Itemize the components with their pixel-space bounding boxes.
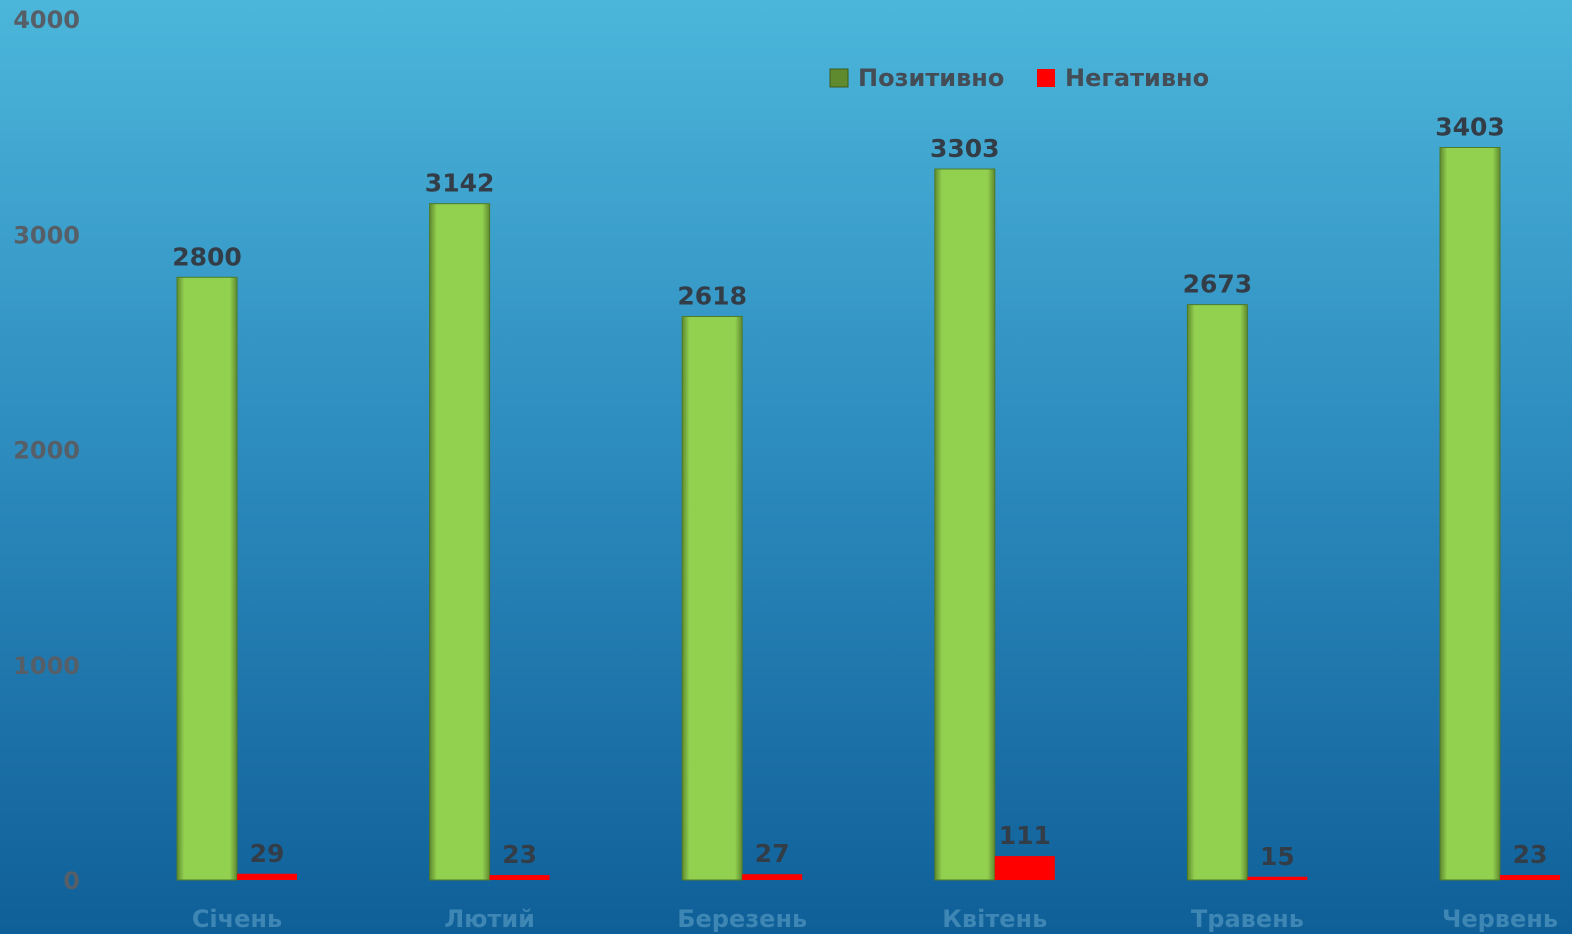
x-tick-label: Травень [1191, 905, 1304, 933]
legend: Позитивно Негативно [829, 64, 1209, 92]
y-tick-label: 0 [63, 867, 80, 895]
bar-negative [237, 873, 297, 880]
data-label-negative: 23 [502, 840, 537, 869]
legend-label-negative: Негативно [1065, 64, 1209, 92]
y-axis: 0 1000 2000 3000 4000 [13, 6, 80, 895]
x-tick-label: Лютий [444, 905, 535, 933]
y-tick-label: 2000 [13, 437, 80, 465]
y-tick-label: 4000 [13, 6, 80, 34]
bar-positive [1439, 147, 1501, 881]
legend-swatch-negative [1037, 69, 1055, 87]
data-label-positive: 3142 [425, 169, 495, 198]
bar-positive [176, 276, 238, 881]
bar-negative [1247, 876, 1308, 880]
data-label-positive: 2618 [677, 281, 747, 310]
y-tick-label: 1000 [13, 652, 80, 680]
data-label-negative: 27 [755, 839, 790, 868]
data-label-positive: 3303 [930, 134, 1000, 163]
bar-positive [681, 315, 743, 881]
bar-positive [429, 203, 491, 881]
x-tick-label: Квітень [942, 905, 1047, 933]
bars: 2800 29 3142 23 2618 27 3303 111 2673 15 3403 23 [172, 113, 1560, 881]
data-label-negative: 23 [1513, 840, 1548, 869]
x-tick-label: Січень [192, 905, 282, 933]
y-tick-label: 3000 [13, 221, 80, 249]
legend-swatch-positive [829, 68, 849, 88]
bar-positive [934, 168, 996, 881]
data-label-negative: 111 [999, 821, 1051, 850]
x-tick-label: Червень [1442, 905, 1558, 933]
data-label-positive: 3403 [1435, 113, 1505, 142]
x-axis: Січень Лютий Березень Квітень Травень Червень [192, 905, 1558, 933]
x-tick-label: Березень [677, 905, 807, 933]
bar-negative [742, 874, 803, 880]
data-label-positive: 2673 [1183, 270, 1253, 299]
bar-negative [1500, 875, 1560, 880]
legend-label-positive: Позитивно [858, 64, 1004, 92]
bar-negative [489, 875, 550, 880]
bar-negative [994, 856, 1055, 880]
bar-positive [1186, 304, 1248, 881]
data-label-negative: 15 [1260, 842, 1295, 871]
data-label-negative: 29 [250, 839, 285, 868]
data-label-positive: 2800 [172, 242, 242, 271]
